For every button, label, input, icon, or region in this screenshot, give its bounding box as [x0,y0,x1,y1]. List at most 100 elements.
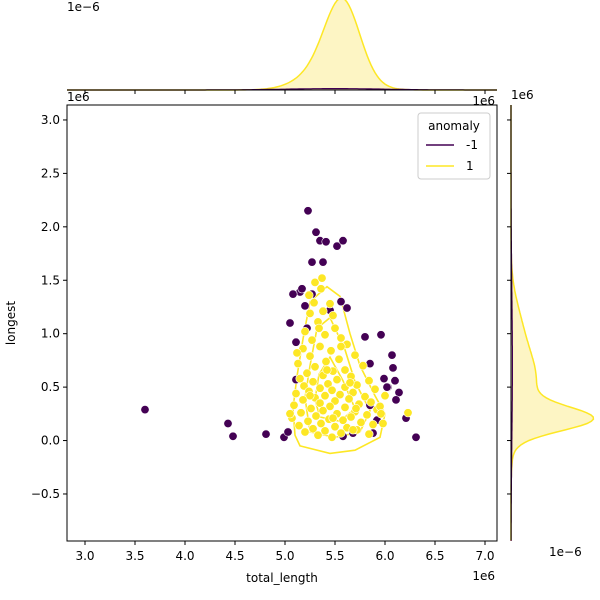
scatter-point [320,330,330,340]
right-marginal-offset-top: 1e6 [511,88,534,102]
scatter-point [307,335,317,345]
top-marginal-kde: 1e−6 [67,0,497,94]
axes-frame [66,104,498,542]
y-axis-ticks: −0.5 0.0 0.5 1.0 1.5 2.0 2.5 3.0 [31,113,67,501]
scatter-point [326,346,336,356]
legend: anomaly -1 1 [417,112,491,180]
scatter-point [360,392,370,402]
scatter-point [360,332,370,342]
scatter-point [303,206,313,216]
x-tick-label: 6.0 [375,549,394,563]
y-tick-label: 0.0 [41,434,60,448]
y-tick-label: 2.0 [41,220,60,234]
scatter-point [310,277,320,287]
scatter-point [292,348,302,358]
scatter-point [291,337,301,347]
scatter-point [390,376,400,386]
scatter-point [336,333,346,343]
scatter-point [300,301,310,311]
scatter-point [320,426,330,436]
x-tick-label: 3.0 [75,549,94,563]
scatter-point [330,422,340,432]
scatter-point [340,365,350,375]
scatter-point [305,391,315,401]
top-marginal-offset: 1e−6 [67,0,100,14]
scatter-point [302,368,312,378]
scatter-point [317,273,327,283]
y-tick-label: 1.0 [41,327,60,341]
scatter-points [140,206,421,442]
scatter-point [223,418,233,428]
scatter-point [375,401,385,411]
scatter-point [327,385,337,395]
scatter-point [328,310,338,320]
scatter-point [382,382,392,392]
scatter-point [330,323,340,333]
scatter-point [300,427,310,437]
scatter-point [318,406,328,416]
legend-label-pos: 1 [466,159,474,173]
scatter-point [332,241,342,251]
scatter-point [311,411,321,421]
scatter-point [325,299,335,309]
y-tick-label: 3.0 [41,113,60,127]
scatter-point [335,390,345,400]
x-tick-label: 5.0 [275,549,294,563]
scatter-point [336,341,346,351]
scatter-point [387,350,397,360]
scatter-point [314,323,324,333]
scatter-point [366,397,376,407]
scatter-point [289,400,299,410]
scatter-point [295,374,305,384]
scatter-point [322,365,332,375]
scatter-point [304,290,314,300]
top-marginal-right-offset: 1e6 [472,94,495,108]
scatter-point [328,413,338,423]
y-tick-label: 1.5 [41,273,60,287]
scatter-point [285,318,295,328]
scatter-point [379,374,389,384]
x-tick-label: 4.5 [225,549,244,563]
x-tick-label: 4.0 [175,549,194,563]
scatter-point [303,416,313,426]
scatter-point [378,418,388,428]
scatter-point [315,398,325,408]
scatter-point [388,363,398,373]
scatter-point [364,376,374,386]
scatter-point [308,424,318,434]
scatter-point [321,356,331,366]
right-kde-line [510,105,595,541]
scatter-point [293,359,303,369]
scatter-point [325,401,335,411]
scatter-point [364,429,374,439]
scatter-point [336,428,346,438]
scatter-point [338,415,348,425]
scatter-point [320,391,330,401]
x-tick-label: 5.5 [325,549,344,563]
x-tick-label: 6.5 [425,549,444,563]
x-tick-label: 3.5 [125,549,144,563]
scatter-point [356,417,366,427]
scatter-point [342,303,352,313]
scatter-point [351,403,361,413]
scatter-point [368,419,378,429]
legend-title: anomaly [428,119,480,133]
x-axis-ticks: 3.0 3.5 4.0 4.5 5.0 5.5 6.0 6.5 7.0 [75,541,495,563]
right-kde-fill [511,105,594,541]
scatter-point [334,354,344,364]
scatter-point [323,379,333,389]
scatter-point [411,432,421,442]
scatter-point [309,298,319,308]
scatter-point [345,378,355,388]
scatter-point [348,425,358,435]
top-kde-line [67,0,497,91]
x-axis-offset: 1e6 [472,569,495,583]
scatter-point [291,388,301,398]
scatter-point [321,237,331,247]
scatter-point [315,341,325,351]
scatter-point [403,408,413,418]
scatter-point [305,308,315,318]
scatter-point [318,257,328,267]
scatter-point [283,427,293,437]
